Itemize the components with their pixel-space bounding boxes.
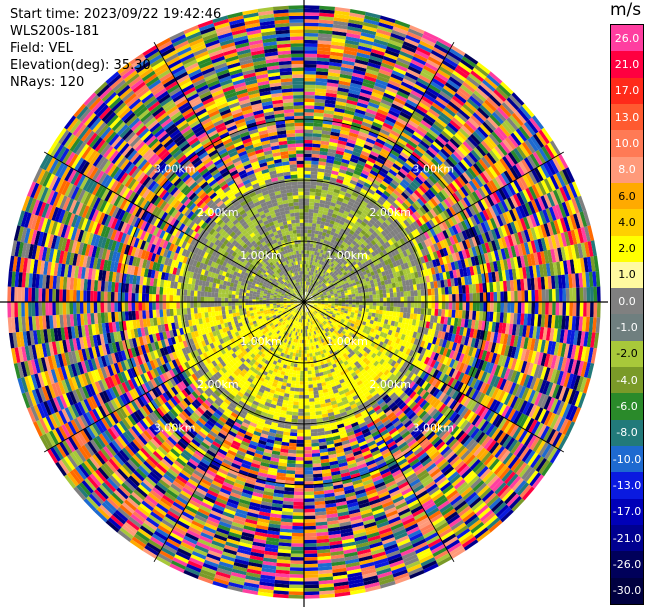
colorbar-segment: 26.0 <box>611 25 643 52</box>
colorbar-tick-label: 13.0 <box>615 112 640 123</box>
colorbar-segment: 4.0 <box>611 209 643 236</box>
colorbar-segment: 0.0 <box>611 288 643 315</box>
colorbar-segment: -21.0 <box>611 524 643 552</box>
colorbar-tick-label: -30.0 <box>613 585 641 596</box>
colorbar-tick-label: -13.0 <box>613 480 641 491</box>
colorbar-tick-label: 1.0 <box>618 269 636 280</box>
colorbar-tick-label: 6.0 <box>618 191 636 202</box>
colorbar-tick-label: 8.0 <box>618 164 636 175</box>
colorbar-tick-label: -8.0 <box>616 427 637 438</box>
colorbar: 26.0 21.0 17.0 13.0 10.0 8.0 6.0 4.0 2.0 1.0 0.0 -1… <box>610 24 644 605</box>
range-rings: 1.00km 1.00km 1.00km 1.00km 2.00km 2.00km 2.00… <box>0 0 608 607</box>
colorbar-tick-label: -6.0 <box>616 401 637 412</box>
colorbar-segment: -2.0 <box>611 340 643 368</box>
colorbar-segment: -6.0 <box>611 393 643 420</box>
range-label: 2.00km <box>369 378 411 391</box>
range-label: 1.00km <box>326 335 368 348</box>
colorbar-segment: 1.0 <box>611 261 643 289</box>
colorbar-tick-label: 21.0 <box>615 59 640 70</box>
colorbar-segment: -17.0 <box>611 498 643 525</box>
azimuth-spoke <box>153 301 305 563</box>
colorbar-segment: -13.0 <box>611 472 643 499</box>
instrument-label: WLS200s-181 <box>10 23 221 40</box>
azimuth-spoke <box>303 301 455 563</box>
colorbar-tick-label: 0.0 <box>618 296 636 307</box>
colorbar-segment: 13.0 <box>611 103 643 131</box>
range-label: 3.00km <box>154 163 196 176</box>
colorbar-tick-label: 10.0 <box>615 138 640 149</box>
range-label: 2.00km <box>369 206 411 219</box>
colorbar-segment: -8.0 <box>611 419 643 446</box>
colorbar-tick-label: -10.0 <box>613 454 641 465</box>
colorbar-tick-label: -4.0 <box>616 375 637 386</box>
azimuth-spoke <box>303 151 565 303</box>
azimuth-spoke <box>303 41 455 303</box>
colorbar-tick-label: -1.0 <box>616 322 637 333</box>
colorbar-tick-label: -26.0 <box>613 559 641 570</box>
colorbar-segment: -4.0 <box>611 367 643 394</box>
colorbar-segment: 8.0 <box>611 156 643 183</box>
colorbar-unit: m/s <box>610 0 641 20</box>
range-label: 1.00km <box>240 249 282 262</box>
range-label: 2.00km <box>197 206 239 219</box>
velocity-field <box>7 5 601 599</box>
colorbar-segment: 10.0 <box>611 130 643 157</box>
colorbar-segment: -10.0 <box>611 446 643 473</box>
colorbar-segment: 17.0 <box>611 77 643 104</box>
range-label: 1.00km <box>326 249 368 262</box>
azimuth-spoke <box>43 301 305 453</box>
azimuth-spoke <box>153 41 305 303</box>
colorbar-tick-label: -17.0 <box>613 506 641 517</box>
azimuth-spoke <box>43 151 305 303</box>
start-time-label: Start time: 2023/09/22 19:42:46 <box>10 6 221 23</box>
colorbar-segment: 21.0 <box>611 51 643 78</box>
colorbar-tick-label: -21.0 <box>613 533 641 544</box>
colorbar-tick-label: -2.0 <box>616 348 637 359</box>
elevation-label: Elevation(deg): 35.30 <box>10 57 221 74</box>
colorbar-segment: -30.0 <box>611 577 643 604</box>
colorbar-segment: 2.0 <box>611 235 643 262</box>
colorbar-tick-label: 26.0 <box>615 33 640 44</box>
scan-info: Start time: 2023/09/22 19:42:46 WLS200s-… <box>10 6 221 91</box>
range-label: 3.00km <box>413 421 455 434</box>
nrays-label: NRays: 120 <box>10 74 221 91</box>
colorbar-segment: 6.0 <box>611 182 643 210</box>
range-label: 3.00km <box>154 421 196 434</box>
range-label: 2.00km <box>197 378 239 391</box>
axis-lines <box>0 0 608 607</box>
colorbar-segment: -1.0 <box>611 314 643 341</box>
field-label: Field: VEL <box>10 40 221 57</box>
range-label: 1.00km <box>240 335 282 348</box>
azimuth-spoke <box>303 301 565 453</box>
colorbar-tick-label: 4.0 <box>618 217 636 228</box>
colorbar-tick-label: 2.0 <box>618 243 636 254</box>
colorbar-segment: -26.0 <box>611 551 643 578</box>
colorbar-tick-label: 17.0 <box>615 85 640 96</box>
range-label: 3.00km <box>413 163 455 176</box>
